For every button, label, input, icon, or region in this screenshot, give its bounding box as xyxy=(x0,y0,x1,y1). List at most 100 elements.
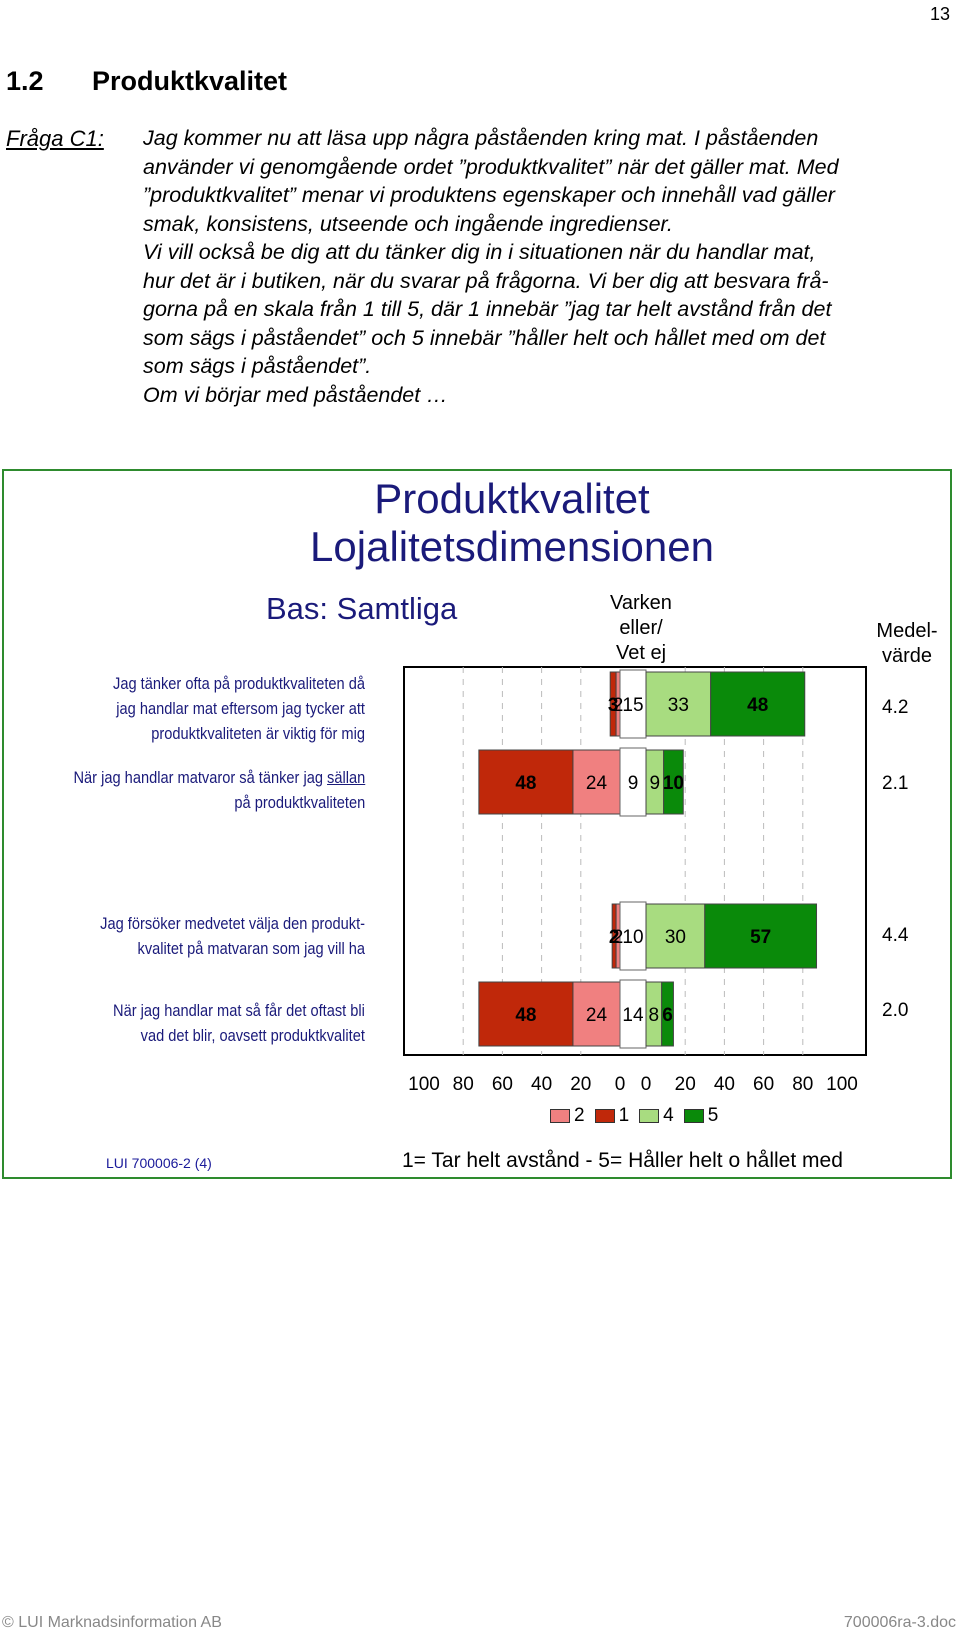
row-label-line: När jag handlar mat så får det oftast bl… xyxy=(113,1001,365,1020)
data-label-4: 30 xyxy=(665,927,686,948)
chart-title-line1: Produktkvalitet xyxy=(374,475,650,522)
question-label: Fråga C1: xyxy=(6,126,104,151)
row-label-line: jag handlar mat eftersom jag tycker att xyxy=(116,699,365,718)
x-tick-label: 80 xyxy=(453,1074,474,1095)
page-number: 13 xyxy=(929,4,950,24)
legend-swatch xyxy=(639,1109,660,1123)
x-tick-label: 40 xyxy=(531,1074,552,1095)
mean-value: 4.4 xyxy=(882,925,909,946)
chart-subtitle: Bas: Samtliga xyxy=(266,591,458,626)
data-label-2: 24 xyxy=(586,773,608,794)
row-label-line: När jag handlar matvaror så tänker jag s… xyxy=(73,765,365,790)
legend-label: 1 xyxy=(618,1105,630,1126)
x-tick-label: 40 xyxy=(714,1074,735,1095)
row-label-line: på produktkvaliteten xyxy=(234,793,365,812)
legend-label: 5 xyxy=(707,1105,719,1126)
legend-swatch xyxy=(550,1109,570,1123)
row-label-line: produktkvaliteten är viktig för mig xyxy=(151,724,365,743)
row-label-2: När jag handlar matvaror så tänker jag s… xyxy=(73,765,365,815)
mean-value: 2.0 xyxy=(882,1000,909,1021)
question-line: som sägs i påståendet” och 5 innebär ”hå… xyxy=(143,325,826,350)
neutral-header-line: eller/ xyxy=(619,617,663,639)
bar-segment-neutral xyxy=(619,901,647,971)
question-line: smak, konsistens, utseende och ingående … xyxy=(143,211,673,236)
data-label-neutral: 15 xyxy=(622,695,643,716)
row-label-line: kvalitet på matvaran som jag vill ha xyxy=(137,939,365,958)
x-tick-label: 0 xyxy=(641,1074,652,1095)
chart-legend: 2 1 4 5 xyxy=(544,1105,718,1127)
row-label-line: vad det blir, oavsett produktkvalitet xyxy=(140,1026,365,1045)
data-label-5: 10 xyxy=(663,773,684,794)
row-label-3: Jag försöker medvetet välja den produkt-… xyxy=(100,911,365,961)
question-line: använder vi genomgående ordet ”produktkv… xyxy=(143,154,839,179)
bar-segment-1 xyxy=(478,981,574,1047)
legend-swatch xyxy=(594,1109,615,1123)
question-line: gorna på en skala från 1 till 5, där 1 i… xyxy=(143,297,832,321)
bar-segment-neutral xyxy=(619,669,647,739)
mean-value: 4.2 xyxy=(882,697,909,718)
footer-filename: 700006ra-3.doc xyxy=(843,1614,956,1631)
bar-segment-5 xyxy=(663,749,684,815)
data-label-5: 48 xyxy=(747,695,768,716)
data-label-1: 48 xyxy=(515,1005,536,1026)
neutral-header-line: Varken xyxy=(610,592,672,614)
mean-value: 2.1 xyxy=(882,773,909,794)
x-tick-label: 60 xyxy=(753,1074,774,1095)
bar-segment-5 xyxy=(661,981,674,1047)
bar-segment-5 xyxy=(710,671,806,737)
section-number: 1.2 xyxy=(6,66,44,96)
data-label-neutral: 10 xyxy=(622,927,643,948)
data-label-2: 2 xyxy=(613,695,624,716)
question-line: Om vi börjar med påståendet … xyxy=(143,382,448,407)
mean-header-line: Medel- xyxy=(876,620,938,642)
question-line: ”produktkvalitet” menar vi produktens eg… xyxy=(143,183,835,207)
question-text: Jag kommer nu att läsa upp några påståen… xyxy=(143,124,943,409)
bar-segment-5 xyxy=(704,903,818,969)
footer-copyright: © LUI Marknadsinformation AB xyxy=(2,1614,222,1631)
question-line: Jag kommer nu att läsa upp några påståen… xyxy=(143,126,819,150)
bar-segment-1 xyxy=(478,749,574,815)
data-label-4: 8 xyxy=(649,1005,660,1026)
neutral-header-line: Vet ej xyxy=(615,642,667,664)
data-label-5: 6 xyxy=(662,1005,673,1026)
row-label-1: Jag tänker ofta på produktkvaliteten då … xyxy=(113,671,365,746)
legend-label: 2 xyxy=(574,1105,585,1126)
scale-note: 1= Tar helt avstånd - 5= Håller helt o h… xyxy=(402,1149,843,1172)
data-label-4: 33 xyxy=(668,695,689,716)
bar-segment-4 xyxy=(645,903,706,969)
x-tick-label: 20 xyxy=(570,1074,591,1095)
data-label-1: 48 xyxy=(515,773,536,794)
legend-swatch xyxy=(683,1109,704,1123)
question-line: hur det är i butiken, när du svarar på f… xyxy=(143,268,829,293)
row-label-underlined: sällan xyxy=(326,768,365,787)
chart-container: Produktkvalitet Lojalitetsdimensionen Ba… xyxy=(2,469,952,1179)
row-label-4: När jag handlar mat så får det oftast bl… xyxy=(113,998,365,1048)
row-label-line: Jag försöker medvetet välja den produkt- xyxy=(100,914,365,933)
bar-segment-neutral xyxy=(619,979,647,1049)
x-tick-label: 60 xyxy=(492,1074,513,1095)
x-tick-label: 20 xyxy=(675,1074,696,1095)
data-label-4: 9 xyxy=(650,773,661,794)
report-code: LUI 700006-2 (4) xyxy=(106,1155,212,1171)
chart-title-line2: Lojalitetsdimensionen xyxy=(310,523,714,570)
bar-segment-4 xyxy=(645,671,712,737)
data-label-neutral: 9 xyxy=(628,773,639,794)
data-label-1: 2 xyxy=(609,927,620,948)
mean-header-line: värde xyxy=(881,645,933,667)
data-label-1: 3 xyxy=(608,695,619,716)
data-label-2: 24 xyxy=(586,1005,608,1026)
section-title: Produktkvalitet xyxy=(92,66,288,96)
question-line: Vi vill också be dig att du tänker dig i… xyxy=(143,240,816,264)
x-tick-label: 100 xyxy=(826,1074,858,1095)
bar-segment-2 xyxy=(572,749,621,815)
data-label-neutral: 14 xyxy=(622,1005,644,1026)
neutral-column-header: Varken eller/ Vet ej xyxy=(596,591,686,666)
x-tick-label: 0 xyxy=(615,1074,626,1095)
data-label-2: 2 xyxy=(613,927,624,948)
section-heading: 1.2 Produktkvalitet xyxy=(6,66,287,97)
question-line: som sägs i påståendet”. xyxy=(143,354,372,378)
legend-label: 4 xyxy=(663,1105,674,1126)
bar-segment-neutral xyxy=(619,747,647,817)
data-label-5: 57 xyxy=(750,927,771,948)
